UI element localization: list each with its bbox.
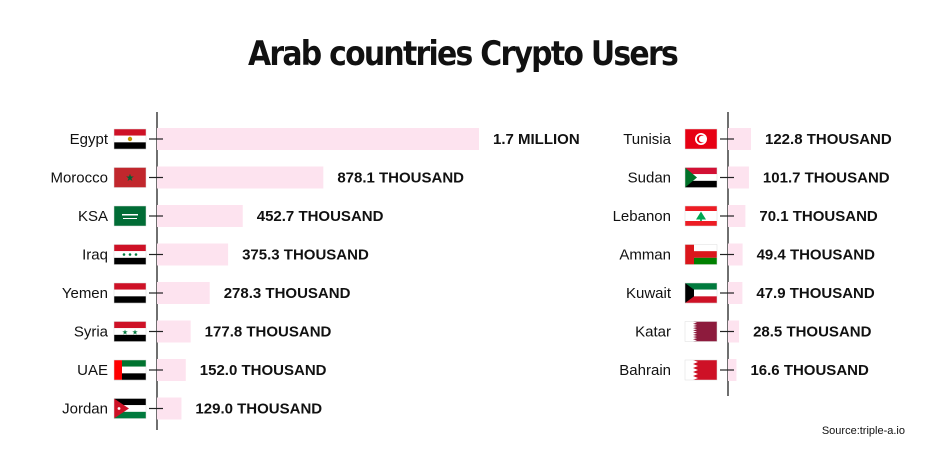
flag-yemen-icon	[113, 282, 147, 304]
bar	[728, 282, 743, 304]
bar	[157, 397, 182, 420]
category-label: Tunisia	[623, 131, 671, 148]
bar	[157, 205, 243, 227]
data-label: 278.3 THOUSAND	[224, 285, 351, 302]
flag-sudan-icon	[684, 167, 718, 188]
data-label: 152.0 THOUSAND	[200, 362, 327, 379]
data-label: 375.3 THOUSAND	[242, 247, 369, 264]
category-label: Syria	[74, 324, 109, 341]
svg-text:★: ★	[132, 329, 138, 337]
bar	[728, 243, 743, 266]
data-label: 16.6 THOUSAND	[750, 362, 869, 379]
category-label: Yemen	[62, 285, 108, 302]
bar	[157, 282, 210, 304]
chart-title: Arab countries Crypto Users	[247, 34, 679, 74]
flag-uae-icon	[113, 359, 147, 381]
category-label: Jordan	[62, 401, 108, 418]
bar	[157, 359, 186, 381]
flag-tunisia-icon	[684, 128, 718, 150]
bar	[728, 128, 751, 150]
category-label: Sudan	[628, 170, 671, 187]
category-label: KSA	[78, 208, 108, 225]
category-label: Bahrain	[619, 362, 671, 379]
flag-egypt-icon	[113, 128, 147, 150]
data-label: 129.0 THOUSAND	[195, 401, 322, 418]
flag-iraq-icon	[113, 244, 147, 265]
data-label: 28.5 THOUSAND	[753, 324, 872, 341]
data-label: 122.8 THOUSAND	[765, 131, 892, 148]
category-label: Amman	[619, 247, 671, 264]
bar	[157, 320, 191, 343]
flag-bahrain-icon	[684, 359, 718, 381]
flag-syria-icon: ★ ★	[113, 321, 147, 342]
svg-text:★: ★	[126, 173, 135, 184]
panel-2: Tunisia 122.8 THOUSAND Sudan 101.7 THOUSAND…	[613, 112, 892, 396]
data-label: 70.1 THOUSAND	[759, 208, 878, 225]
panel-1: Egypt 1.7 MILLION Morocco ★ 878.1 THOUSAND KS…	[50, 112, 580, 430]
data-label: 47.9 THOUSAND	[756, 285, 875, 302]
bar	[728, 205, 746, 227]
category-label: Katar	[635, 324, 671, 341]
bar	[157, 128, 479, 150]
category-label: Egypt	[70, 131, 109, 148]
category-label: UAE	[77, 362, 108, 379]
data-label: 1.7 MILLION	[493, 131, 580, 148]
bar	[157, 243, 229, 266]
bar	[728, 166, 749, 189]
source-note: Source:triple-a.io	[821, 425, 905, 437]
category-label: Kuwait	[626, 285, 672, 302]
data-label: 101.7 THOUSAND	[763, 170, 890, 187]
svg-text:★: ★	[122, 329, 128, 337]
flag-jordan-icon	[113, 398, 147, 419]
data-label: 452.7 THOUSAND	[257, 208, 384, 225]
data-label: 177.8 THOUSAND	[205, 324, 332, 341]
flag-kuwait-icon	[684, 282, 718, 304]
flag-oman-icon	[684, 244, 718, 265]
bar	[157, 166, 324, 189]
category-label: Iraq	[82, 247, 108, 264]
flag-ksa-icon	[113, 205, 147, 227]
flag-qatar-icon	[684, 321, 718, 342]
flag-lebanon-icon	[684, 205, 718, 227]
flag-morocco-icon: ★	[113, 167, 147, 188]
data-label: 878.1 THOUSAND	[337, 170, 464, 187]
data-label: 49.4 THOUSAND	[757, 247, 876, 264]
category-label: Morocco	[50, 170, 108, 187]
category-label: Lebanon	[613, 208, 671, 225]
